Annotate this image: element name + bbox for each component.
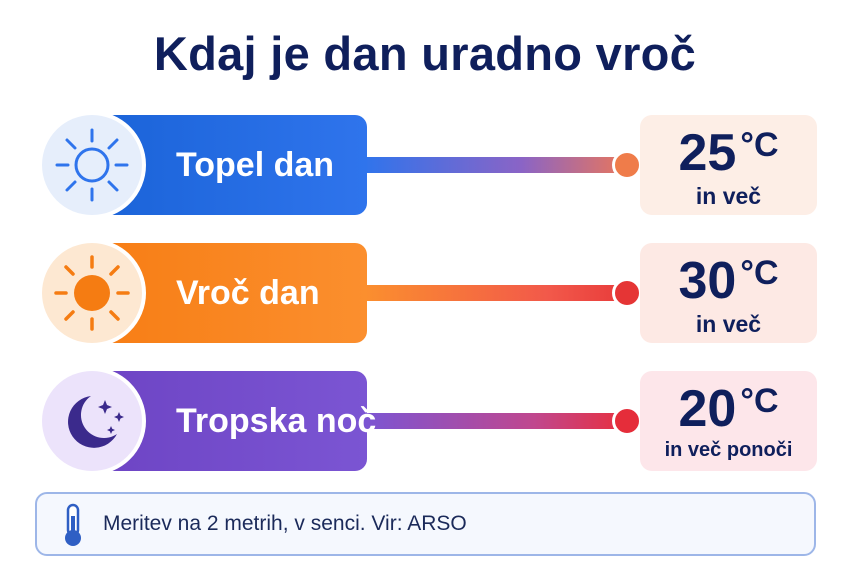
row-tropical-night: Tropska noč 20 °C in več ponoči	[0, 367, 850, 475]
moon-stars-icon	[68, 396, 124, 448]
sun-outline-icon	[55, 128, 129, 202]
page-title: Kdaj je dan uradno vroč	[153, 27, 697, 80]
row-warm-day: Topel dan 25 °C in več	[0, 111, 850, 219]
connector-line	[364, 413, 626, 429]
icon-badge	[38, 111, 146, 219]
thermometer-icon	[65, 503, 81, 546]
sun-filled-icon	[54, 255, 130, 331]
source-note-box: Meritev na 2 metrih, v senci. Vir: ARSO	[35, 492, 816, 556]
threshold-note: in več	[695, 183, 762, 209]
threshold-unit: °C	[740, 254, 779, 292]
category-label: Topel dan	[176, 146, 335, 184]
category-label: Vroč dan	[176, 274, 320, 312]
threshold-card: 20 °C in več ponoči	[640, 371, 817, 471]
threshold-card: 30 °C in več	[640, 243, 817, 343]
icon-badge	[38, 239, 146, 347]
threshold-unit: °C	[740, 382, 779, 420]
threshold-value: 30	[678, 252, 737, 310]
threshold-value: 25	[678, 124, 737, 182]
threshold-note: in več	[695, 311, 762, 337]
connector-line	[364, 157, 626, 173]
threshold-value: 20	[678, 380, 737, 438]
threshold-note: in več ponoči	[664, 439, 793, 461]
connector-dot	[612, 150, 642, 180]
connector-line	[364, 285, 626, 301]
connector-dot	[612, 278, 642, 308]
category-label: Tropska noč	[176, 402, 377, 440]
row-hot-day: Vroč dan 30 °C in več	[0, 239, 850, 347]
threshold-unit: °C	[740, 126, 779, 164]
source-note-text: Meritev na 2 metrih, v senci. Vir: ARSO	[103, 512, 467, 535]
connector-dot	[612, 406, 642, 436]
icon-badge	[38, 367, 146, 475]
threshold-card: 25 °C in več	[640, 115, 817, 215]
